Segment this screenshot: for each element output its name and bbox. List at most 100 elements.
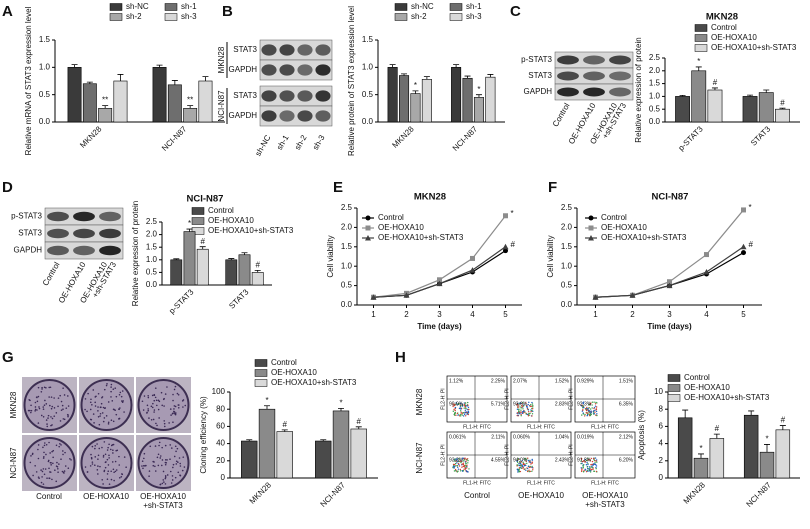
colony-dot [174, 405, 177, 408]
bar [675, 96, 690, 123]
flow-quadrant-value: 0.060% [513, 434, 531, 440]
line-marker [503, 248, 508, 254]
flow-dot [458, 458, 460, 460]
legend-label: OE-HOXA10 [601, 223, 647, 232]
colony-dot [108, 443, 110, 446]
flow-dot [517, 458, 519, 461]
colony-dot [107, 464, 110, 466]
colony-dot [153, 411, 155, 413]
colony-dot [163, 481, 165, 483]
flow-dot [519, 462, 522, 465]
flow-dot [522, 462, 525, 465]
colony-dot [115, 449, 117, 452]
colony-dot [115, 413, 118, 416]
colony-dot [155, 404, 158, 407]
flow-dot [529, 465, 531, 468]
flow-quadrant-value: 0.019% [577, 434, 595, 440]
colony-dot [170, 447, 173, 449]
line-marker [470, 255, 475, 261]
colony-dot [178, 457, 181, 459]
colony-dot [120, 400, 123, 402]
flow-dot [461, 466, 463, 468]
colony-dot [60, 400, 63, 403]
flow-dot [457, 414, 459, 416]
error-bar [156, 64, 163, 68]
colony-dot [160, 464, 163, 467]
y-tick-label: 1.0 [649, 92, 661, 101]
legend-label: OE-HOXA10+sh-STAT3 [684, 393, 770, 402]
significance-mark: * [339, 398, 342, 407]
error-bar [747, 94, 754, 97]
colony-dot [118, 408, 120, 410]
colony-dot [48, 467, 50, 470]
flow-dot [525, 469, 527, 471]
flow-dot [466, 467, 468, 469]
colony-dot [108, 483, 111, 485]
flow-dot [525, 464, 527, 467]
blot-row-label: STAT3 [233, 91, 257, 100]
series-line [595, 252, 744, 298]
bar [410, 93, 421, 123]
colony-dot [99, 412, 102, 415]
colony-dot [142, 464, 145, 467]
flow-dot [520, 415, 522, 417]
colony-dot [32, 474, 34, 477]
colony-dot [62, 408, 64, 410]
flow-dot [595, 401, 597, 404]
colony-dot [141, 465, 143, 467]
colony-dot [163, 405, 165, 407]
flow-dot [466, 413, 468, 415]
colony-dot [158, 441, 161, 444]
error-bar [453, 64, 460, 68]
flow-dot [522, 461, 524, 464]
blot-band [279, 64, 295, 76]
colony-dot [94, 445, 97, 447]
colony-dot [177, 407, 180, 409]
flow-dot [465, 470, 468, 472]
colony-dot [48, 441, 50, 444]
colony-dot [106, 458, 109, 461]
colony-dot [34, 406, 37, 408]
flow-dot [520, 465, 523, 467]
colony-dot [29, 461, 32, 464]
flow-dot [466, 408, 468, 411]
colony-dot [55, 412, 58, 414]
flow-dot [455, 402, 457, 404]
flow-dot [589, 408, 592, 410]
flow-col-label: +sh-STAT3 [585, 500, 625, 509]
flow-dot [595, 470, 598, 473]
flow-dot [522, 408, 524, 410]
legend-label: sh-1 [466, 2, 482, 11]
colony-dot [42, 406, 45, 408]
colony-dot [156, 456, 159, 459]
blot-row-label: STAT3 [528, 71, 552, 80]
flow-dot [531, 459, 534, 461]
colony-dot [92, 413, 95, 415]
colony-dot [62, 450, 64, 452]
y-tick-label: 0.5 [146, 268, 158, 277]
flow-dot [454, 468, 457, 471]
flow-dot [456, 465, 459, 467]
flow-dot [453, 408, 455, 411]
colony-dot [152, 402, 154, 405]
line-marker [740, 243, 747, 250]
colony-dot [153, 399, 156, 402]
flow-x-label: FL1-H: FITC [463, 480, 491, 486]
legend-swatch [191, 227, 205, 235]
bar [152, 67, 167, 123]
flow-dot [594, 405, 597, 407]
colony-dish [137, 379, 190, 431]
flow-dot [596, 414, 598, 417]
y-tick-label: 0.5 [39, 90, 51, 99]
y-tick-label: 0.0 [561, 300, 573, 309]
flow-dot [531, 413, 534, 415]
colony-dot [172, 412, 174, 414]
colony-dot [121, 390, 124, 392]
significance-mark: # [781, 416, 786, 425]
colony-dot [103, 470, 106, 473]
colony-dot [175, 412, 177, 414]
significance-mark: ** [102, 96, 108, 105]
flow-dot [456, 458, 458, 461]
bar [399, 75, 410, 123]
flow-dot [452, 405, 454, 408]
